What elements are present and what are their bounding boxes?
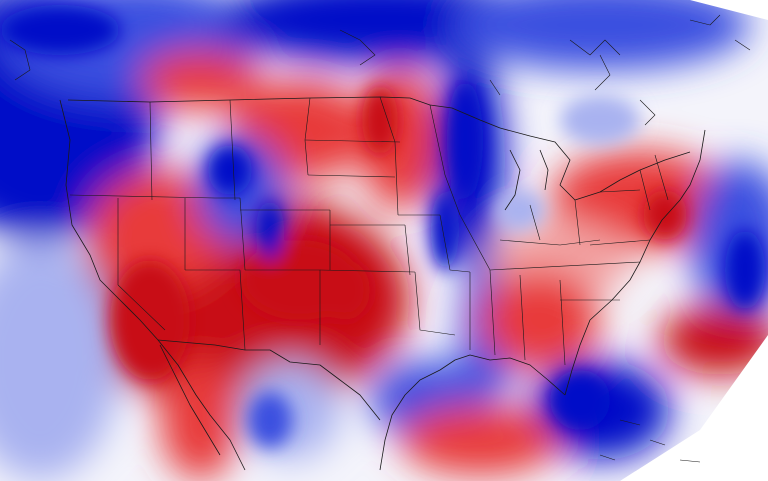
pacific-coastline [59,99,246,471]
canadian-coast-fragments [9,14,751,126]
caribbean-islands [599,419,701,463]
lake-michigan [504,149,521,211]
state-lines [69,96,669,366]
lake-huron [539,149,549,191]
detail-anomaly-layer [0,5,765,448]
us-mexico-border [157,339,381,421]
political-boundaries [9,14,751,471]
us-canada-border [67,96,501,129]
gulf-coastline [379,354,566,471]
baja-coastline [159,344,221,456]
